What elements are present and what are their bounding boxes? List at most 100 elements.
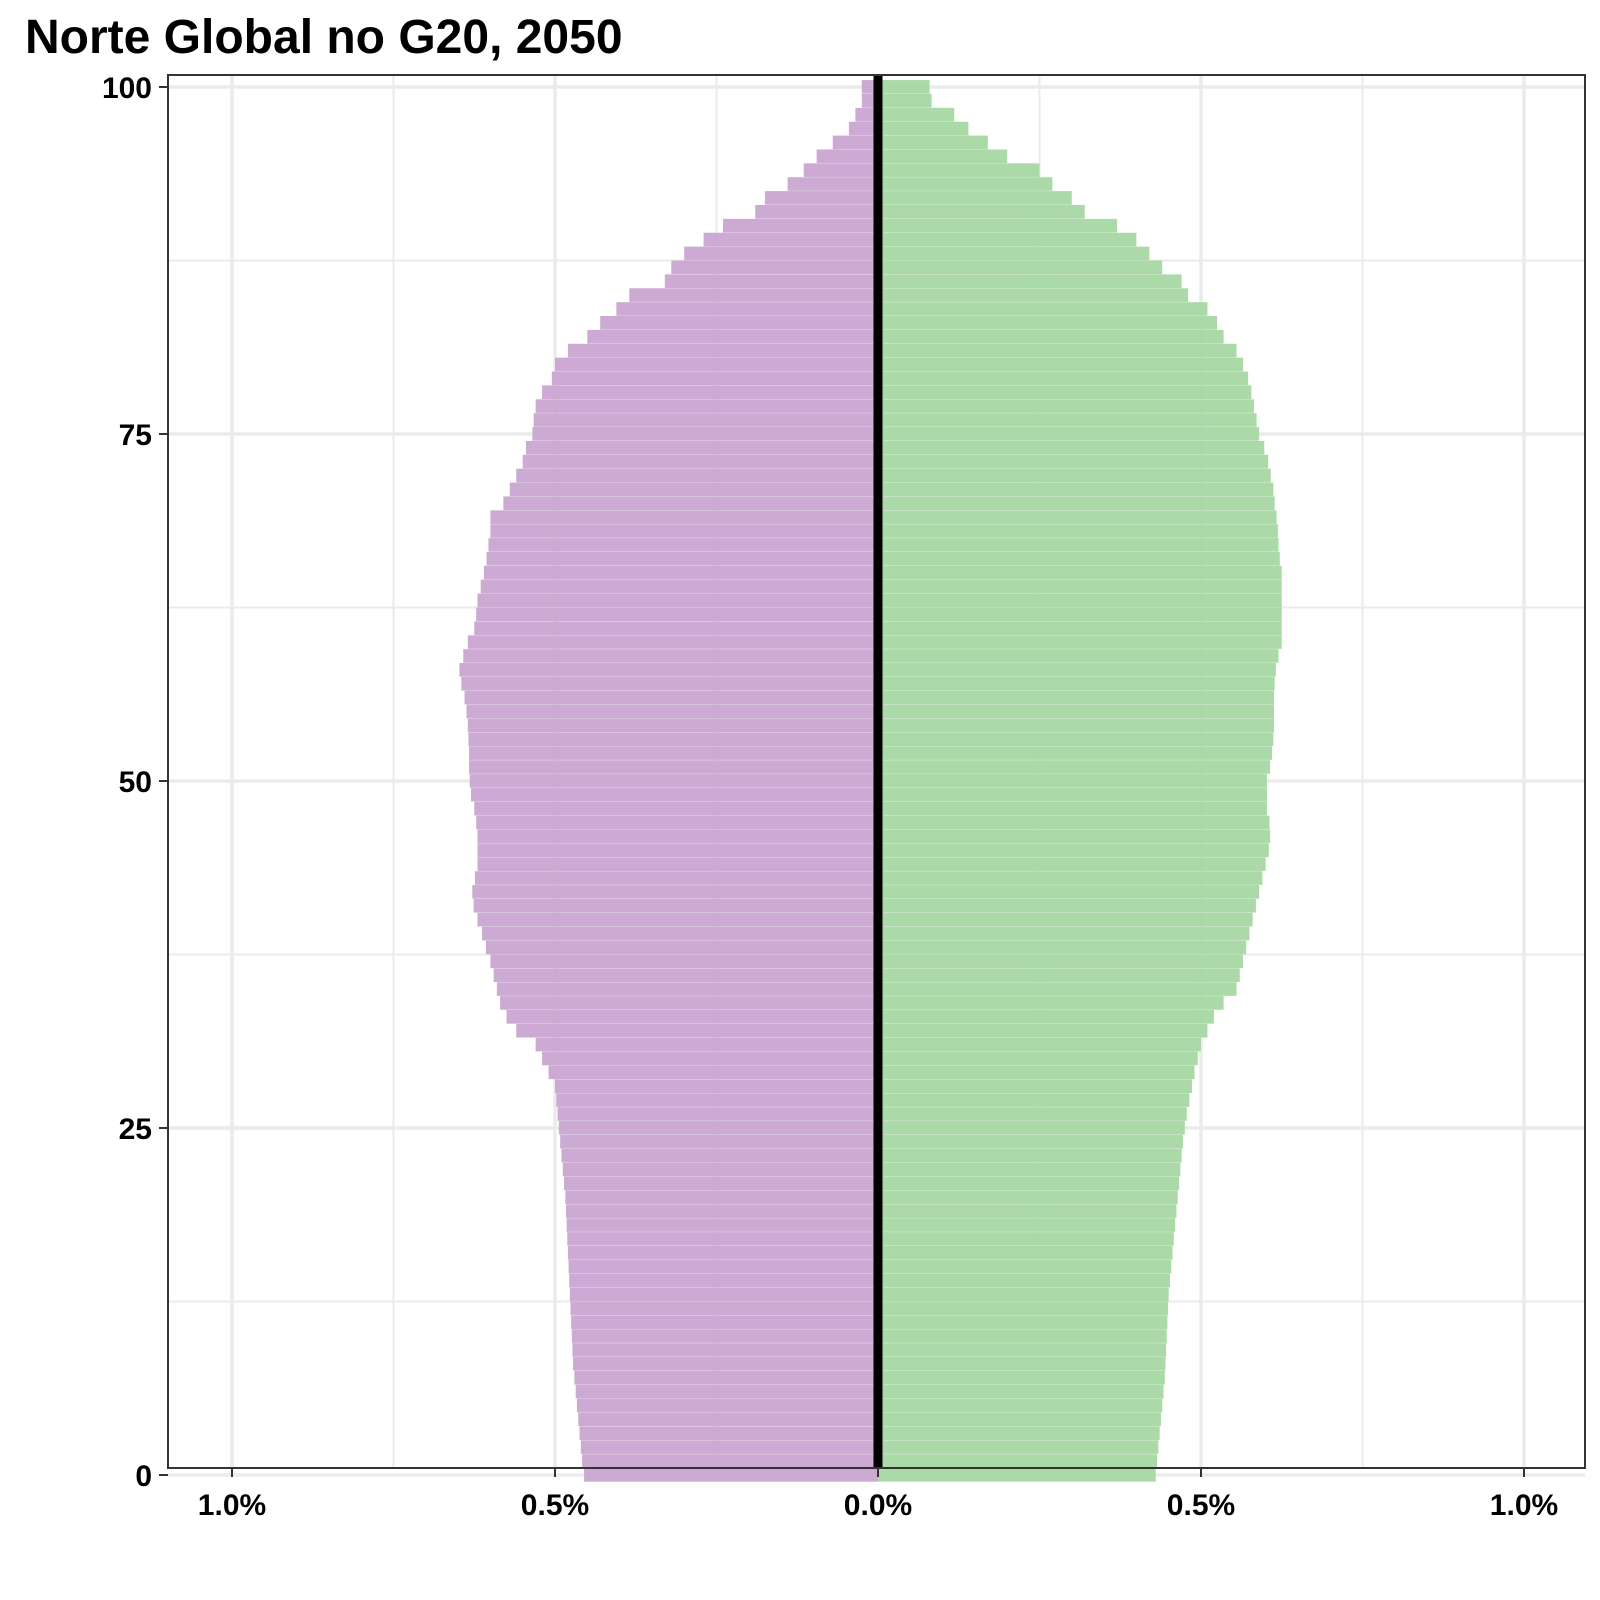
bar-left-age-50 — [469, 774, 878, 788]
bar-right-age-4 — [878, 1412, 1161, 1427]
bar-right-age-49 — [878, 787, 1267, 802]
bar-left-age-60 — [467, 635, 878, 649]
bar-left-age-67 — [488, 538, 878, 552]
bar-left-age-46 — [477, 829, 878, 844]
bar-left-age-79 — [551, 371, 878, 386]
x-tick-label: 1.0% — [198, 1489, 266, 1522]
bar-right-age-58 — [878, 663, 1276, 677]
bar-left-age-85 — [629, 288, 878, 302]
bar-left-age-41 — [473, 898, 878, 913]
bar-right-age-74 — [878, 440, 1265, 455]
bar-right-age-63 — [878, 593, 1282, 608]
bar-right-age-11 — [878, 1315, 1168, 1329]
bar-right-age-37 — [878, 954, 1243, 969]
bar-left-age-59 — [463, 649, 878, 663]
bar-left-age-31 — [535, 1037, 878, 1052]
bar-right-age-17 — [878, 1232, 1174, 1246]
bar-right-age-97 — [878, 121, 969, 136]
bar-left-age-27 — [556, 1093, 878, 1107]
bar-right-age-71 — [878, 482, 1274, 497]
bar-left-age-15 — [568, 1259, 878, 1274]
bar-left-age-92 — [764, 191, 878, 205]
bar-right-age-6 — [878, 1384, 1164, 1399]
bar-left-age-86 — [664, 274, 878, 288]
bar-right-age-15 — [878, 1259, 1172, 1274]
bar-left-age-80 — [555, 357, 878, 372]
bar-left-age-70 — [503, 496, 878, 511]
bar-right-age-66 — [878, 551, 1280, 566]
bar-right-age-51 — [878, 760, 1271, 774]
bar-right-age-43 — [878, 871, 1263, 885]
bars-right-series — [878, 80, 1282, 1482]
bar-left-age-71 — [509, 482, 878, 497]
bar-right-age-88 — [878, 246, 1150, 261]
bar-right-age-69 — [878, 510, 1277, 524]
bar-right-age-99 — [878, 93, 932, 108]
bar-right-age-73 — [878, 454, 1269, 469]
bar-left-age-81 — [567, 343, 878, 358]
bar-left-age-25 — [558, 1121, 878, 1135]
bar-right-age-87 — [878, 260, 1163, 275]
bar-left-age-18 — [566, 1218, 878, 1232]
bar-left-age-87 — [671, 260, 878, 275]
bar-left-age-76 — [533, 413, 878, 427]
bar-left-age-40 — [477, 912, 878, 927]
bar-left-age-26 — [557, 1107, 878, 1121]
bar-right-age-21 — [878, 1176, 1180, 1191]
bar-left-age-23 — [561, 1148, 878, 1163]
bar-right-age-80 — [878, 357, 1243, 372]
bar-left-age-84 — [616, 302, 878, 316]
bar-right-age-29 — [878, 1065, 1195, 1080]
bar-left-age-51 — [469, 760, 878, 774]
y-tick-label: 50 — [119, 766, 152, 799]
bar-left-age-28 — [555, 1079, 878, 1094]
bar-left-age-72 — [516, 468, 878, 483]
bar-left-age-24 — [560, 1134, 878, 1149]
bar-left-age-89 — [703, 232, 878, 247]
bar-right-age-85 — [878, 288, 1189, 302]
bar-left-age-56 — [464, 690, 878, 705]
x-tick-label: 0.5% — [521, 1489, 589, 1522]
bar-left-age-43 — [474, 871, 878, 885]
bar-right-age-25 — [878, 1121, 1185, 1135]
bar-right-age-57 — [878, 676, 1275, 691]
bar-right-age-45 — [878, 843, 1269, 858]
bar-left-age-35 — [496, 982, 878, 996]
bar-right-age-27 — [878, 1093, 1190, 1107]
bar-left-age-91 — [755, 204, 878, 219]
bar-left-age-6 — [575, 1384, 878, 1399]
bar-left-age-16 — [567, 1245, 878, 1260]
bar-left-age-78 — [542, 385, 878, 400]
bar-left-age-2 — [580, 1440, 878, 1454]
bar-left-age-44 — [477, 857, 878, 871]
bar-right-age-92 — [878, 191, 1072, 205]
x-tick-label: 0.5% — [1167, 1489, 1235, 1522]
bar-right-age-10 — [878, 1329, 1167, 1343]
bar-right-age-94 — [878, 163, 1040, 177]
bar-right-age-38 — [878, 940, 1247, 955]
bar-left-age-8 — [573, 1357, 878, 1371]
bar-left-age-57 — [461, 676, 878, 691]
bar-right-age-72 — [878, 468, 1271, 483]
bar-right-age-23 — [878, 1148, 1182, 1163]
bar-left-age-17 — [567, 1232, 878, 1246]
bar-right-age-48 — [878, 801, 1267, 816]
bar-right-age-41 — [878, 898, 1256, 913]
x-tick-label: 1.0% — [1490, 1489, 1558, 1522]
bar-right-age-91 — [878, 204, 1085, 219]
bar-right-age-98 — [878, 107, 955, 122]
bar-right-age-86 — [878, 274, 1182, 288]
bar-left-age-47 — [476, 815, 878, 830]
bar-right-age-67 — [878, 538, 1279, 552]
bar-right-age-96 — [878, 135, 988, 150]
bar-left-age-94 — [803, 163, 878, 177]
bar-left-age-65 — [483, 565, 878, 580]
bar-left-age-20 — [565, 1190, 878, 1205]
y-tick-label: 0 — [135, 1460, 152, 1493]
bar-left-age-10 — [571, 1329, 878, 1343]
bar-right-age-16 — [878, 1245, 1173, 1260]
bar-right-age-84 — [878, 302, 1208, 316]
bar-left-age-19 — [565, 1204, 878, 1218]
chart-title: Norte Global no G20, 2050 — [25, 11, 623, 64]
bar-right-age-44 — [878, 857, 1266, 871]
